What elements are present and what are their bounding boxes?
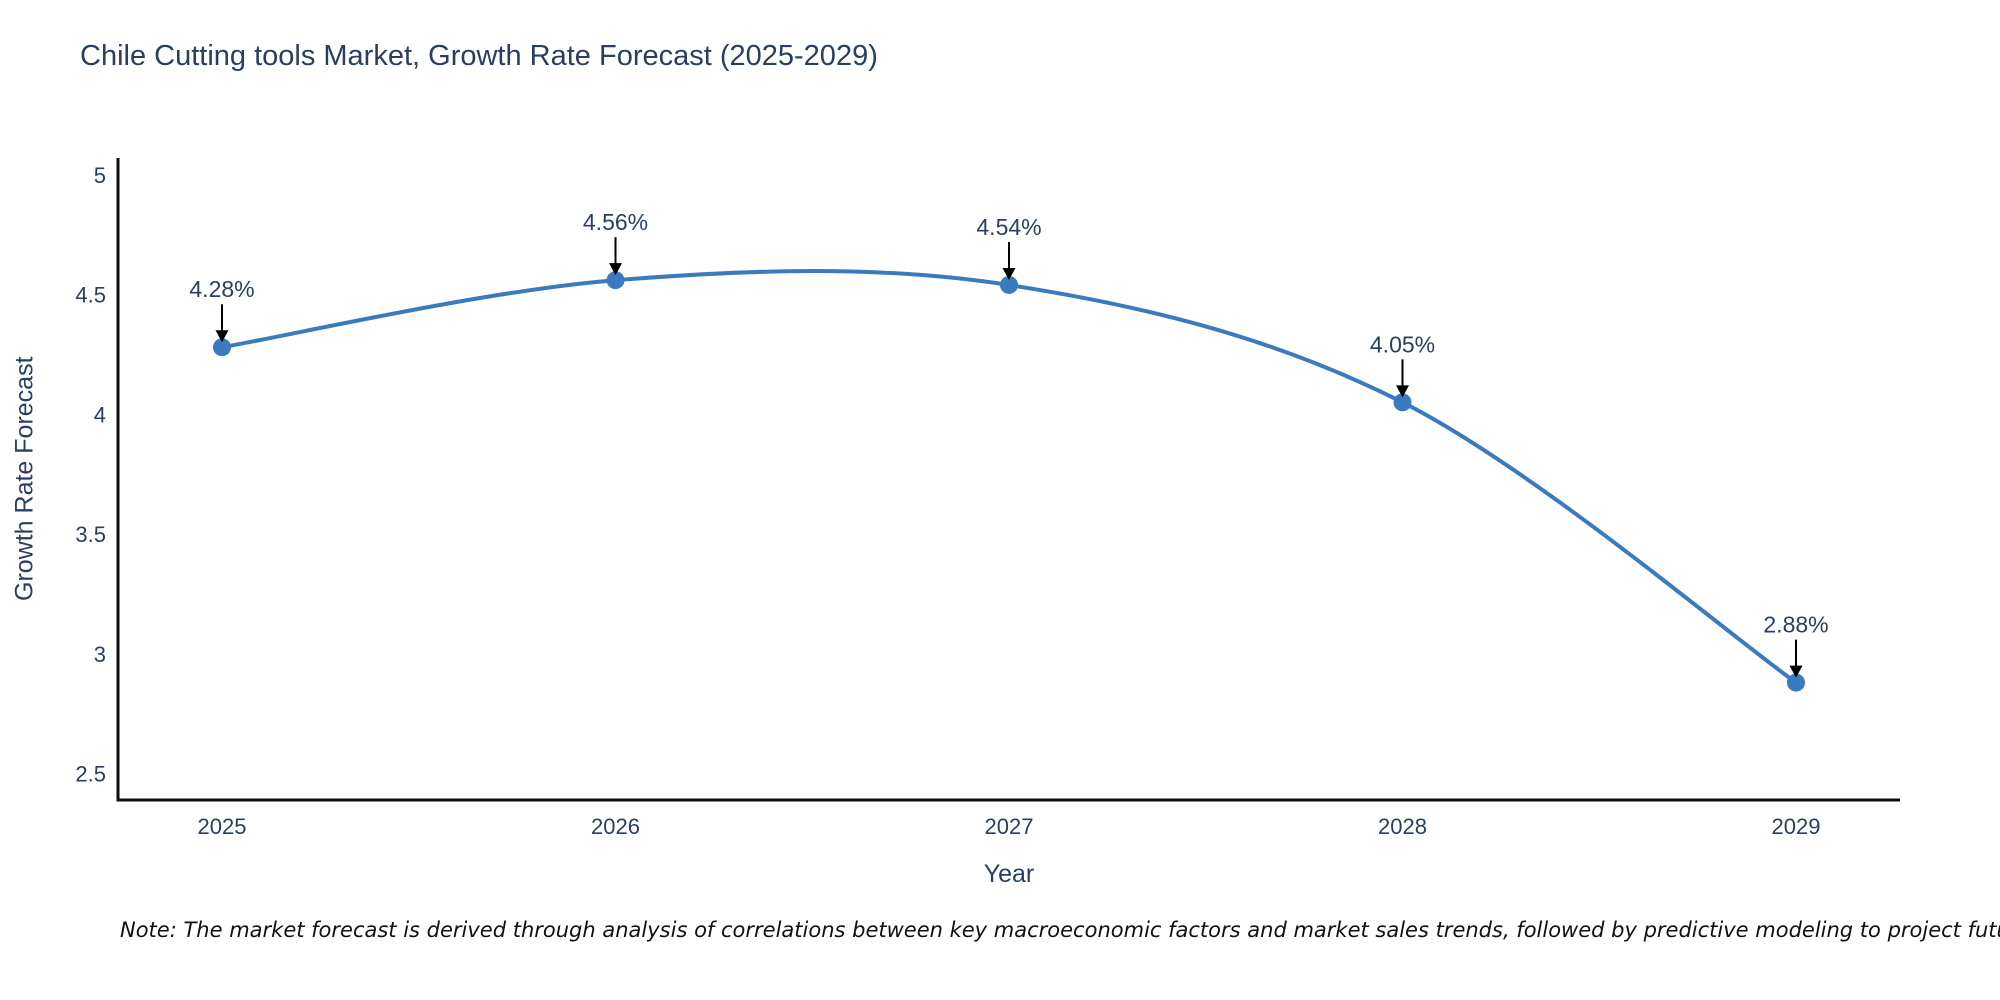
annotation-arrowhead [1002,267,1016,280]
x-axis-title: Year [983,860,1035,888]
x-tick-label: 2027 [985,814,1034,839]
annotation-arrowhead [609,263,622,276]
annotation-arrowhead [215,330,229,343]
x-tick-label: 2028 [1378,814,1427,839]
x-tick-label: 2026 [591,814,640,839]
annotation-label: 4.56% [583,209,648,235]
x-tick-label: 2029 [1772,814,1821,839]
trend-line [221,269,1798,685]
annotation-label: 4.54% [976,214,1041,240]
data-point-marker[interactable] [1787,673,1805,692]
y-tick-label: 2.5 [75,762,106,787]
y-tick-label: 5 [94,163,106,188]
y-tick-label: 4.5 [75,283,106,308]
annotation-arrowhead [1396,385,1409,398]
y-tick-label: 4 [94,402,106,427]
data-point-marker[interactable] [1000,275,1018,294]
annotation-label: 2.88% [1763,612,1828,638]
footnote: Note: The market forecast is derived thr… [120,918,2000,942]
data-point-marker[interactable] [213,338,231,357]
annotation-label: 4.28% [189,276,254,302]
annotation-label: 4.05% [1370,331,1435,357]
x-tick-label: 2025 [198,814,247,839]
chart-title: Chile Cutting tools Market, Growth Rate … [80,40,878,72]
y-tick-label: 3 [94,642,106,667]
y-tick-label: 3.5 [75,522,106,547]
data-point-marker[interactable] [606,271,625,290]
data-point-marker[interactable] [1393,393,1412,412]
annotation-arrowhead [1789,665,1803,678]
